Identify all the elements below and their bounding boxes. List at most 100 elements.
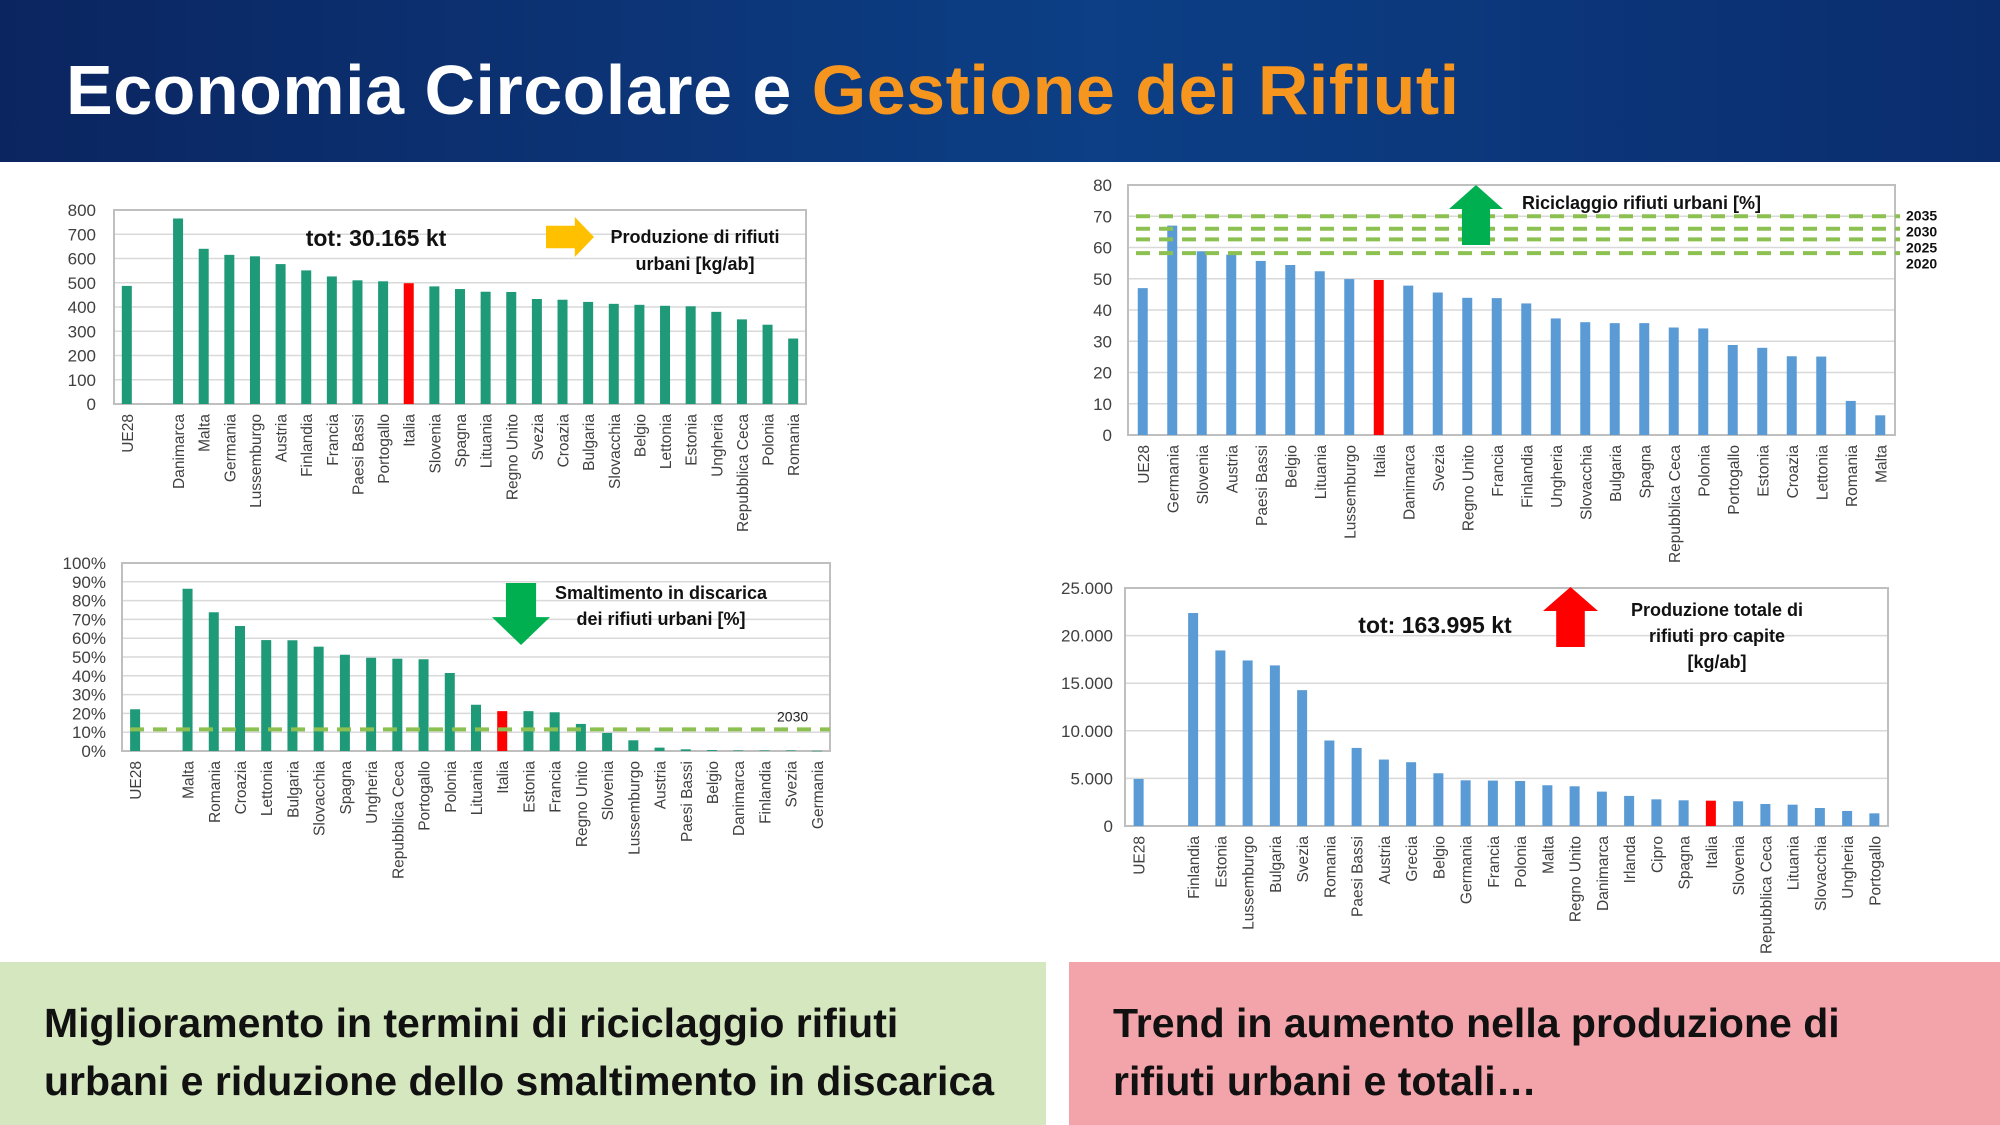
x-category-label: Regno Unito <box>1568 836 1585 922</box>
x-category-label: Danimarca <box>171 414 188 489</box>
bar-italia <box>403 283 414 404</box>
x-category-label: UE28 <box>128 761 145 800</box>
bar-svezia <box>531 298 542 404</box>
x-category-label: Estonia <box>521 761 538 813</box>
chart-title-line: Smaltimento in discarica <box>555 583 768 603</box>
summary-line: urbani e riduzione dello smaltimento in … <box>44 1058 995 1104</box>
bar-finlandia <box>1521 303 1532 435</box>
y-tick-label: 80% <box>72 592 106 611</box>
summary-box-trend: Trend in aumento nella produzione di rif… <box>1069 962 2000 1125</box>
bar-polonia <box>762 324 773 404</box>
bar-grecia <box>1406 762 1417 826</box>
x-category-label: Danimarca <box>731 761 748 836</box>
x-category-label: Grecia <box>1404 836 1421 882</box>
x-category-label: Austria <box>274 414 291 463</box>
x-category-label: Belgio <box>1283 445 1300 488</box>
x-category-label: Malta <box>181 761 198 799</box>
x-category-label: Francia <box>1490 445 1507 497</box>
x-category-label: Belgio <box>632 414 649 457</box>
bar-malta <box>1875 415 1886 435</box>
x-category-label: Polonia <box>1696 445 1713 497</box>
x-category-label: Croazia <box>1785 445 1802 499</box>
x-category-label: Portogallo <box>1867 836 1884 906</box>
chart-title-line: [kg/ab] <box>1687 652 1746 672</box>
bar-spagna <box>455 289 465 404</box>
bar-polonia <box>1698 328 1709 435</box>
bar-croazia <box>1786 356 1797 435</box>
bar-ungheria <box>366 657 377 751</box>
target-year-label: 2025 <box>1906 239 1937 255</box>
bar-malta <box>1542 785 1553 826</box>
y-tick-label: 700 <box>68 225 96 244</box>
x-category-label: Lussemburgo <box>248 414 265 508</box>
chart-title-line: Produzione totale di <box>1631 600 1803 620</box>
bar-finlandia <box>1188 613 1199 826</box>
y-tick-label: 10 <box>1093 395 1112 414</box>
x-category-label: Regno Unito <box>504 414 521 500</box>
bar-finlandia <box>301 270 312 404</box>
bar-portogallo <box>378 281 389 404</box>
bar-finlandia <box>759 750 770 751</box>
x-category-label: UE28 <box>1136 445 1153 484</box>
x-category-label: Romania <box>1844 445 1861 507</box>
bar-regno-unito <box>1569 786 1580 826</box>
x-category-label: Lettonia <box>259 761 276 817</box>
summary-line: rifiuti urbani e totali… <box>1113 1058 1537 1104</box>
bar-estonia <box>1757 347 1768 435</box>
x-category-label: Lettonia <box>658 414 675 470</box>
chart-title-line: Riciclaggio rifiuti urbani [%] <box>1522 193 1761 213</box>
bar-portogallo <box>418 659 429 751</box>
bar-austria <box>275 264 286 404</box>
y-tick-label: 500 <box>68 274 96 293</box>
x-category-label: Danimarca <box>1401 445 1418 520</box>
x-category-label: Austria <box>1224 445 1241 494</box>
y-tick-label: 50% <box>72 648 106 667</box>
y-tick-label: 20% <box>72 704 106 723</box>
bar-portogallo <box>1727 345 1738 435</box>
plot-frame <box>1124 587 1889 827</box>
x-category-label: Spagna <box>453 414 470 468</box>
x-category-label: Ungheria <box>1549 445 1566 508</box>
x-category-label: Francia <box>548 761 565 813</box>
bar-francia <box>549 712 560 751</box>
bar-svezia <box>785 750 796 751</box>
bar-slovacchia <box>1814 808 1825 826</box>
bar-bulgaria <box>287 640 298 751</box>
summary-line: Trend in aumento nella produzione di <box>1113 1000 1840 1046</box>
x-category-label: Italia <box>1704 836 1721 869</box>
x-category-label: Belgio <box>705 761 722 804</box>
x-category-label: Slovacchia <box>1813 836 1830 911</box>
bar-francia <box>326 276 337 404</box>
y-tick-label: 10% <box>72 723 106 742</box>
y-tick-label: 0 <box>1104 817 1113 836</box>
total-annotation: tot: 30.165 kt <box>306 225 447 251</box>
x-category-label: Austria <box>1377 836 1394 885</box>
bar-spagna <box>1678 800 1689 826</box>
y-tick-label: 60 <box>1093 239 1112 258</box>
y-tick-label: 300 <box>68 322 96 341</box>
bar-paesi-bassi <box>1255 260 1266 435</box>
x-category-label: Slovacchia <box>607 414 624 489</box>
bar-cipro <box>1651 799 1662 826</box>
bar-romania <box>208 612 219 751</box>
chart-title-line: Produzione di rifiuti <box>611 227 780 247</box>
y-tick-label: 20.000 <box>1061 627 1113 646</box>
y-tick-label: 20 <box>1093 364 1112 383</box>
bar-repubblica-ceca <box>1760 804 1771 826</box>
bar-lussemburgo <box>628 740 639 751</box>
bar-austria <box>1226 254 1237 435</box>
bar-danimarca <box>1596 791 1607 826</box>
x-category-label: UE28 <box>1132 836 1149 875</box>
bar-francia <box>1487 780 1498 826</box>
x-category-label: Estonia <box>1213 836 1230 888</box>
bar-lussemburgo <box>1242 660 1253 826</box>
chart-title-line: rifiuti pro capite <box>1649 626 1785 646</box>
x-category-label: Regno Unito <box>1460 445 1477 531</box>
bar-bulgaria <box>1269 665 1280 826</box>
bar-germania <box>1167 225 1178 435</box>
bar-lussemburgo <box>249 256 260 404</box>
bar-slovacchia <box>1580 322 1591 435</box>
bar-austria <box>1378 759 1389 826</box>
bar-malta <box>198 248 209 404</box>
x-category-label: Lituania <box>479 414 496 469</box>
